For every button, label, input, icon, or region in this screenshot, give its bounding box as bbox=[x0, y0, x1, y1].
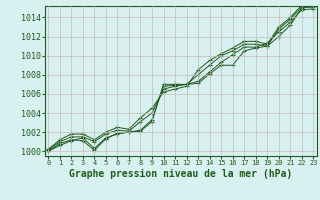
X-axis label: Graphe pression niveau de la mer (hPa): Graphe pression niveau de la mer (hPa) bbox=[69, 169, 292, 179]
